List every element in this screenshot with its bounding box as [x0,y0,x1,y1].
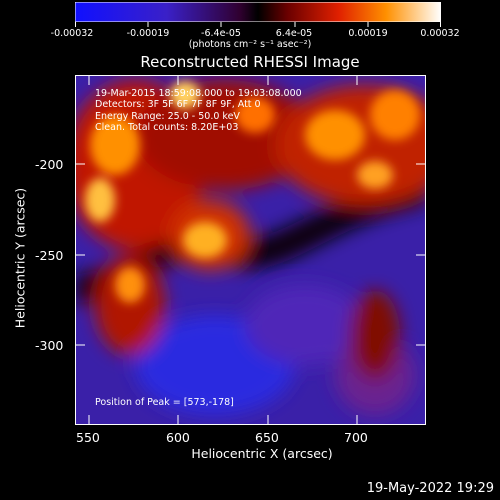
colorbar-gradient [75,2,441,22]
x-tick-label: 700 [344,430,368,445]
x-tick-label: 550 [76,430,100,445]
x-axis-label: Heliocentric X (arcsec) [191,446,333,461]
colorbar-tick-label: -6.4e-05 [201,28,241,39]
overlay-time-range: 19-Mar-2015 18:59:08.000 to 19:03:08.000 [95,88,302,99]
colorbar-tick-label: -0.00019 [126,28,170,39]
overlay-total-counts: Clean. Total counts: 8.20E+03 [95,122,239,133]
colorbar-tick-label: 0.00019 [348,28,388,39]
y-axis-label: Heliocentric Y (arcsec) [12,187,28,329]
colorbar-units: (photons cm⁻² s⁻¹ asec⁻²) [188,39,312,50]
plot-title: Reconstructed RHESSI Image [140,53,360,71]
overlay-energy-range: Energy Range: 25.0 - 50.0 keV [95,111,240,122]
timestamp: 19-May-2022 19:29 [366,481,494,496]
y-tick-label: -250 [35,248,64,263]
x-tick-label: 650 [255,430,279,445]
rhessi-image-map [75,75,426,425]
colorbar-tick-label: 0.00032 [420,28,460,39]
colorbar-ticks [75,22,441,27]
y-tick-label: -300 [35,338,64,353]
colorbar-tick-label: -0.00032 [50,28,94,39]
y-tick-label: -200 [35,157,64,172]
x-tick-label: 600 [166,430,190,445]
overlay-peak-position: Position of Peak = [573,-178] [95,397,234,408]
overlay-detectors: Detectors: 3F 5F 6F 7F 8F 9F, Att 0 [95,99,261,110]
colorbar-tick-label: 6.4e-05 [275,28,313,39]
